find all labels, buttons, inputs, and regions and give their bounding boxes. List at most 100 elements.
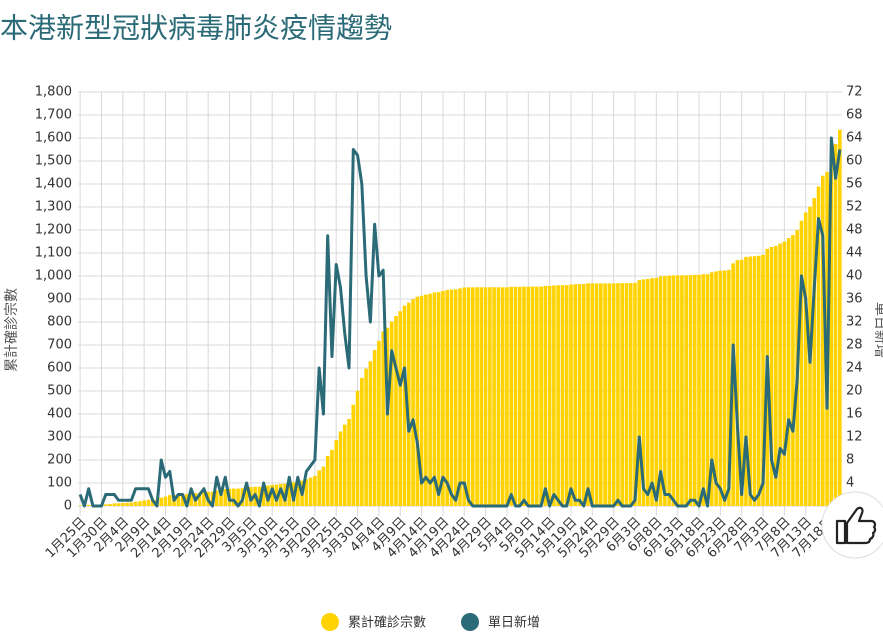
y-tick-label: 1,400	[35, 177, 72, 192]
legend-swatch	[461, 613, 480, 631]
bar	[833, 143, 838, 507]
bar	[821, 175, 825, 506]
bar	[663, 276, 667, 506]
bar	[530, 286, 535, 506]
bar	[735, 260, 740, 506]
bar	[133, 501, 138, 506]
bar	[714, 271, 718, 506]
bar	[658, 276, 663, 506]
legend: 累計確診宗數 單日新增	[321, 613, 540, 631]
bar	[103, 504, 108, 506]
bars	[78, 129, 842, 507]
bar	[385, 327, 390, 506]
bar	[466, 287, 471, 506]
bar	[458, 288, 462, 506]
y-tick-label: 1,800	[35, 85, 72, 100]
y2-tick-label: 72	[846, 85, 863, 100]
bar	[236, 488, 240, 506]
y2-axis-title: 單日新增	[872, 302, 883, 358]
bar	[360, 377, 364, 506]
bar	[526, 286, 531, 506]
bar	[748, 256, 753, 506]
bar	[675, 275, 680, 506]
bar	[616, 283, 620, 506]
bar	[688, 275, 693, 506]
bar	[483, 287, 488, 506]
y-tick-label: 700	[47, 338, 72, 353]
bar	[586, 283, 590, 506]
bar	[791, 235, 795, 506]
bar	[389, 321, 394, 506]
bar	[138, 501, 142, 506]
bar	[816, 186, 821, 506]
bar	[159, 497, 164, 506]
bar	[471, 287, 475, 506]
bar	[680, 275, 684, 506]
y-tick-label: 1,000	[35, 269, 72, 284]
bar	[462, 287, 467, 506]
bar	[488, 287, 492, 506]
y2-tick-label: 48	[846, 223, 863, 238]
bar	[142, 500, 146, 506]
y-tick-label: 800	[47, 315, 72, 330]
bar	[543, 285, 548, 506]
bar	[428, 293, 432, 506]
bar	[803, 212, 808, 506]
like-icon[interactable]	[835, 506, 877, 545]
bar	[594, 283, 599, 506]
bar	[321, 466, 326, 506]
bar	[539, 286, 543, 506]
bar	[449, 289, 454, 506]
bar	[347, 419, 351, 506]
bar	[214, 490, 219, 506]
bar	[257, 486, 262, 506]
bar	[338, 431, 343, 506]
bar	[334, 440, 339, 506]
bar	[167, 495, 172, 506]
bar	[436, 292, 441, 506]
bar	[727, 269, 731, 506]
bar	[116, 503, 121, 506]
bar	[547, 285, 552, 506]
bar	[667, 275, 671, 506]
bar	[581, 284, 586, 506]
bar	[778, 243, 782, 506]
bar	[838, 129, 842, 506]
y2-tick-label: 12	[846, 430, 863, 445]
bar	[368, 361, 373, 506]
y-tick-label: 100	[47, 476, 72, 491]
bar	[402, 305, 407, 506]
bar	[163, 496, 168, 506]
y2-tick-label: 28	[846, 338, 863, 353]
bar	[607, 283, 612, 506]
bar	[278, 483, 283, 506]
y2-tick-label: 36	[846, 292, 863, 307]
bar	[372, 350, 377, 506]
bar	[86, 504, 91, 506]
y-tick-label: 1,100	[35, 246, 72, 261]
bar	[415, 296, 420, 506]
bar	[769, 247, 774, 506]
bar	[782, 241, 787, 506]
bar	[406, 302, 411, 506]
like-button-circle[interactable]	[821, 491, 883, 559]
bar	[355, 390, 360, 506]
bar	[646, 278, 650, 506]
bar	[394, 316, 398, 506]
y-axis-title: 累計確診宗數	[4, 288, 20, 372]
bar	[189, 493, 193, 506]
bar	[274, 484, 279, 506]
chart-title: 本港新型冠狀病毒肺炎疫情趨勢	[0, 12, 392, 45]
bar	[509, 286, 514, 506]
bar	[513, 286, 518, 506]
plot: 0 100 200 300 400 500 600 700 800 900 1,000 1,100 1,…	[35, 85, 863, 631]
bar	[261, 485, 266, 506]
bar	[381, 331, 385, 506]
y2-tick-label: 40	[846, 269, 863, 284]
bar	[219, 490, 223, 506]
like-button[interactable]	[821, 491, 883, 559]
y-tick-label: 900	[47, 292, 72, 307]
legend-swatch	[321, 613, 339, 631]
bar	[671, 275, 676, 506]
